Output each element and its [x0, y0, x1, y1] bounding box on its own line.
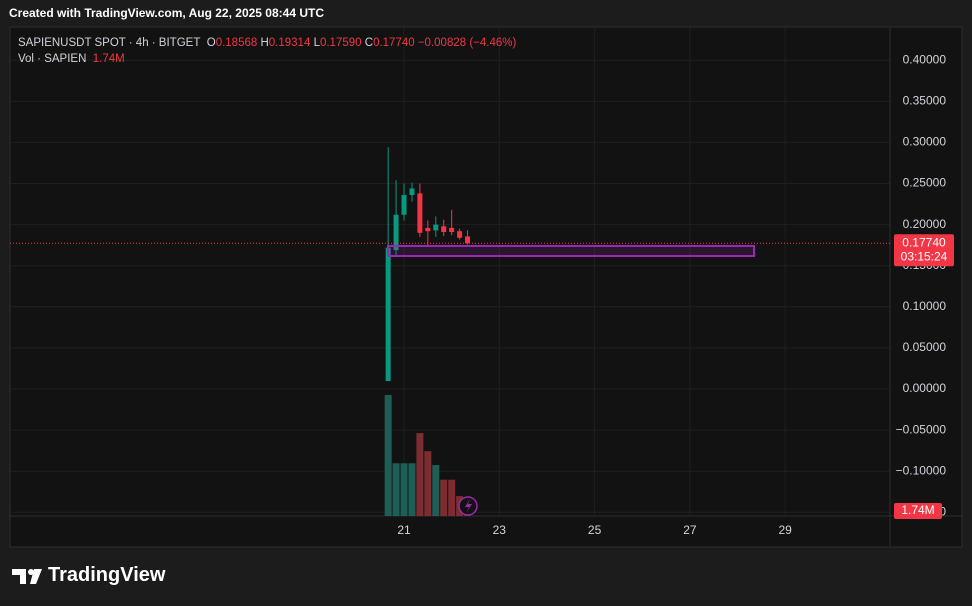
volume-name: Vol · SAPIEN	[18, 53, 87, 65]
candle-body	[409, 188, 415, 196]
volume-bar	[416, 433, 424, 516]
x-tick-label: 27	[683, 523, 697, 537]
volume-tag-value: 1.74M	[901, 503, 934, 517]
price-tag-countdown: 03:15:24	[901, 249, 948, 263]
volume-row: Vol · SAPIEN 1.74M	[18, 51, 516, 67]
alert-icon[interactable]	[458, 496, 478, 516]
x-tick-label: 25	[588, 523, 602, 537]
candle-body	[465, 236, 471, 244]
brand: TradingView	[48, 564, 166, 586]
ohlc-value: 0.17590	[319, 37, 362, 49]
y-tick-label: −0.05000	[896, 422, 947, 436]
ohlc-value: 0.19314	[268, 37, 311, 49]
candle-body	[457, 231, 463, 238]
tradingview-logo	[12, 569, 42, 584]
candle-body	[393, 214, 399, 251]
y-tick-label: 0.35000	[903, 93, 947, 107]
y-tick-label: 0.00000	[903, 381, 947, 395]
candle-body	[425, 227, 431, 232]
y-tick-label: 0.40000	[903, 52, 947, 66]
volume-bar	[424, 451, 432, 516]
symbol-row: SAPIENUSDT SPOT · 4h · BITGET O0.18568 H…	[18, 35, 516, 51]
candle-body	[433, 224, 439, 231]
candle-body	[385, 247, 391, 382]
price-tag	[894, 234, 954, 267]
y-tick-label: 0.10000	[903, 299, 947, 313]
symbol-title: SAPIENUSDT SPOT · 4h · BITGET	[18, 37, 201, 49]
volume-value: 1.74M	[92, 53, 125, 65]
volume-bar	[440, 479, 448, 516]
volume-tag	[894, 503, 942, 519]
y-tick-label: 0.30000	[903, 135, 947, 149]
volume-bar	[448, 479, 456, 516]
drawn-rectangle[interactable]	[387, 245, 755, 257]
volume-bar	[392, 463, 400, 516]
volume-bar	[408, 463, 416, 516]
candle-body	[449, 227, 455, 233]
change-pct: (−4.46%)	[469, 37, 517, 49]
candle-body	[441, 226, 447, 233]
volume-bar	[400, 463, 408, 516]
y-tick-label: 0.05000	[903, 340, 947, 354]
volume-bar	[432, 465, 440, 516]
chart-frame	[9, 26, 963, 548]
price-tag-value: 0.17740	[902, 235, 946, 249]
y-tick-label: 0.25000	[903, 176, 947, 190]
x-tick-label: 23	[493, 523, 507, 537]
candle-body	[417, 193, 423, 233]
ohlc-value: 0.18568	[215, 37, 258, 49]
volume-bar	[384, 395, 392, 516]
ohlc-key: O	[206, 37, 216, 49]
ohlc-key: C	[364, 37, 374, 49]
ohlc-key: L	[313, 37, 320, 49]
change: −0.00828	[417, 37, 467, 49]
legend: SAPIENUSDT SPOT · 4h · BITGET O0.18568 H…	[18, 35, 516, 67]
ohlc-value: 0.17740	[373, 37, 415, 49]
x-tick-label: 29	[779, 523, 793, 537]
y-tick-label: −0.10000	[896, 463, 947, 477]
candle-body	[401, 195, 407, 215]
x-tick-label: 21	[397, 523, 411, 537]
header-text: Created with TradingView.com, Aug 22, 20…	[9, 6, 324, 20]
y-tick-label: 0.20000	[903, 217, 947, 231]
ohlc-key: H	[260, 37, 269, 49]
